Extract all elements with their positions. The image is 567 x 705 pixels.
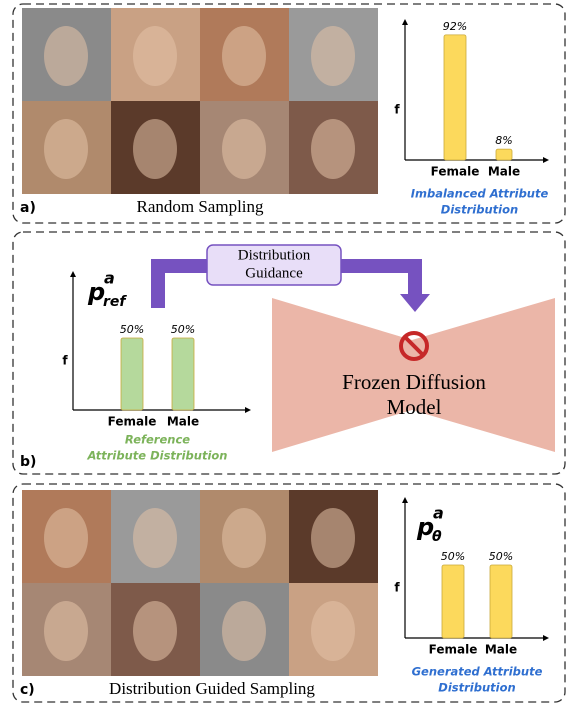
face-shape [311, 601, 355, 661]
face-shape [44, 508, 88, 568]
chart-caption: Reference [125, 433, 190, 447]
panel-caption: Distribution Guided Sampling [109, 679, 315, 698]
axis-label: f [394, 581, 400, 595]
axis-label: f [394, 103, 400, 117]
face-shape [222, 119, 266, 179]
face-shape [311, 119, 355, 179]
category-label: Female [108, 415, 157, 429]
face-shape [133, 119, 177, 179]
chart-caption: Distribution [441, 203, 518, 217]
category-label: Female [429, 643, 478, 657]
face-shape [133, 26, 177, 86]
category-label: Male [485, 643, 517, 657]
value-label: 50% [171, 323, 195, 336]
face-shape [311, 508, 355, 568]
value-label: 50% [120, 323, 144, 336]
panel-label: a) [20, 200, 36, 216]
bar [490, 565, 512, 638]
chart-title-sup: a [433, 504, 444, 523]
value-label: 92% [443, 20, 467, 33]
model-text: Model [387, 395, 442, 419]
face-shape [133, 508, 177, 568]
bar [121, 338, 143, 410]
category-label: Male [488, 165, 520, 179]
face-shape [44, 26, 88, 86]
guidance-text: Guidance [245, 265, 303, 281]
arrow-head [400, 294, 430, 312]
face-shape [311, 26, 355, 86]
chart-title-sup: a [104, 269, 115, 288]
axis-label: f [62, 354, 68, 368]
guidance-text: Distribution [238, 247, 311, 263]
chart-caption: Imbalanced Attribute [411, 187, 549, 201]
value-label: 50% [489, 550, 513, 563]
bar [442, 565, 464, 638]
category-label: Female [431, 165, 480, 179]
category-label: Male [167, 415, 199, 429]
face-shape [222, 508, 266, 568]
face-shape [222, 601, 266, 661]
face-shape [44, 601, 88, 661]
chart-title-sub: θ [432, 529, 442, 545]
chart-caption: Distribution [438, 681, 515, 695]
bar [172, 338, 194, 410]
bar [444, 35, 466, 160]
panel-label: c) [20, 682, 35, 698]
face-shape [133, 601, 177, 661]
chart-caption: Attribute Distribution [87, 449, 228, 463]
model-text: Frozen Diffusion [342, 370, 486, 394]
panel-label: b) [20, 454, 36, 470]
value-label: 50% [441, 550, 465, 563]
bar [496, 149, 512, 160]
face-shape [44, 119, 88, 179]
panel-caption: Random Sampling [136, 197, 264, 216]
chart-title-sub: ref [103, 294, 127, 310]
figure: Distribution Guidance Frozen Diffusion M… [0, 0, 567, 705]
chart-caption: Generated Attribute [412, 665, 543, 679]
face-shape [222, 26, 266, 86]
value-label: 8% [495, 134, 512, 147]
